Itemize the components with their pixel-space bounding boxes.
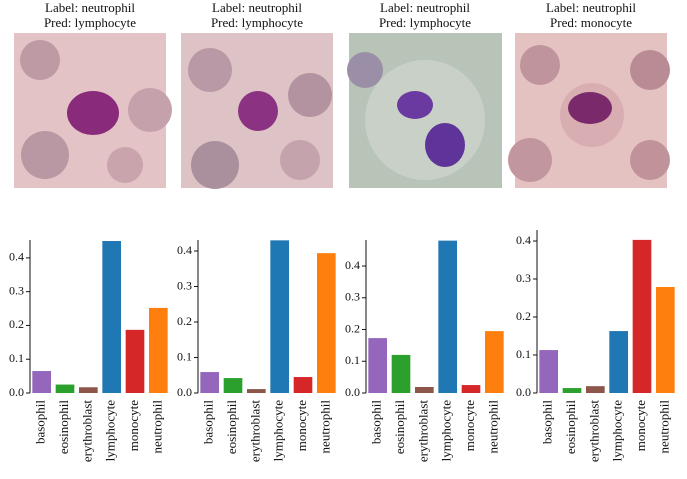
bar	[656, 286, 675, 393]
x-tick-label: erythroblast	[79, 400, 94, 462]
x-tick-label: eosinophil	[56, 400, 71, 455]
x-tick-label: lymphocyte	[271, 400, 286, 462]
x-tick-label: neutrophil	[149, 400, 164, 454]
bar	[125, 329, 145, 393]
y-tick-label: 0.1	[516, 347, 531, 361]
x-tick-label: lymphocyte	[439, 400, 454, 462]
x-tick-label: basophil	[369, 400, 384, 444]
y-tick-label: 0.3	[177, 278, 192, 292]
bar	[200, 372, 219, 393]
y-tick-label: 0.2	[9, 317, 24, 331]
y-tick-label: 0.3	[345, 290, 360, 304]
y-tick-label: 0.0	[177, 385, 192, 399]
bar	[247, 389, 266, 393]
cell-image	[181, 33, 333, 189]
x-tick-label: lymphocyte	[103, 400, 118, 462]
x-tick-label: neutrophil	[317, 400, 332, 454]
bar	[317, 253, 336, 393]
bar	[485, 331, 504, 393]
bar	[438, 240, 457, 393]
panel-subtitle: Pred: monocyte	[550, 15, 632, 30]
x-tick-label: basophil	[201, 400, 216, 444]
bar	[102, 241, 121, 393]
bar	[293, 377, 313, 393]
bar	[79, 387, 98, 393]
bar	[270, 240, 289, 393]
y-tick-label: 0.4	[345, 258, 360, 272]
x-tick-label: eosinophil	[563, 400, 578, 455]
y-tick-label: 0.1	[345, 353, 360, 367]
y-tick-label: 0.3	[516, 271, 531, 285]
y-tick-label: 0.0	[516, 385, 531, 399]
bar	[223, 378, 243, 393]
panel-title: Label: neutrophil	[212, 0, 302, 15]
x-tick-label: erythroblast	[247, 400, 262, 462]
x-tick-label: monocyte	[462, 400, 477, 451]
bar	[32, 371, 51, 393]
bar	[632, 239, 652, 393]
x-tick-label: monocyte	[633, 400, 648, 451]
x-tick-label: basophil	[540, 400, 555, 444]
cell-image	[347, 33, 502, 188]
y-tick-label: 0.1	[177, 349, 192, 363]
x-tick-label: neutrophil	[485, 400, 500, 454]
cell-images	[14, 33, 670, 189]
x-tick-label: eosinophil	[392, 400, 407, 455]
y-tick-label: 0.0	[345, 385, 360, 399]
y-tick-label: 0.4	[9, 250, 24, 264]
bar	[55, 384, 75, 393]
x-tick-label: monocyte	[294, 400, 309, 451]
panel-subtitle: Pred: lymphocyte	[44, 15, 136, 30]
x-tick-label: monocyte	[126, 400, 141, 451]
bar	[368, 338, 387, 393]
panel-title: Label: neutrophil	[45, 0, 135, 15]
y-tick-label: 0.3	[9, 283, 24, 297]
panel-subtitle: Pred: lymphocyte	[379, 15, 471, 30]
y-tick-label: 0.2	[516, 309, 531, 323]
y-tick-label: 0.2	[345, 321, 360, 335]
bar	[586, 386, 605, 393]
y-tick-label: 0.4	[516, 233, 531, 247]
bar	[391, 354, 411, 393]
x-tick-label: erythroblast	[415, 400, 430, 462]
panel-subtitle: Pred: lymphocyte	[211, 15, 303, 30]
y-tick-label: 0.0	[9, 385, 24, 399]
x-tick-label: neutrophil	[656, 400, 671, 454]
x-tick-label: erythroblast	[586, 400, 601, 462]
cell-image	[508, 33, 670, 188]
panel-title: Label: neutrophil	[546, 0, 636, 15]
panel-title: Label: neutrophil	[380, 0, 470, 15]
bar	[415, 386, 434, 393]
bar	[461, 385, 481, 393]
y-tick-label: 0.1	[9, 351, 24, 365]
y-tick-label: 0.4	[177, 243, 192, 257]
x-tick-label: basophil	[33, 400, 48, 444]
bar	[609, 331, 628, 393]
cell-image	[14, 33, 172, 188]
bar	[539, 350, 558, 393]
y-tick-label: 0.2	[177, 314, 192, 328]
x-tick-label: lymphocyte	[610, 400, 625, 462]
bar	[149, 307, 168, 393]
bar	[562, 388, 582, 393]
x-tick-label: eosinophil	[224, 400, 239, 455]
